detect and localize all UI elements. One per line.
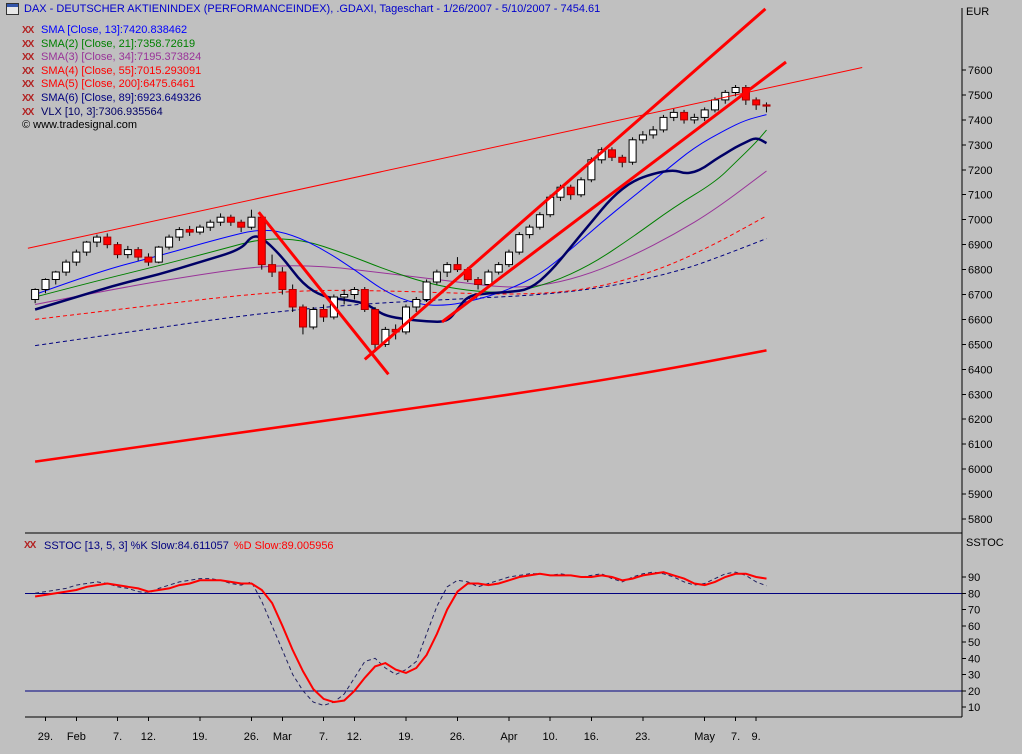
svg-text:7300: 7300 xyxy=(968,140,992,152)
svg-text:5800: 5800 xyxy=(968,514,992,526)
sstoc-axis-unit: SSTOC xyxy=(966,537,1004,549)
stochastic-reference-lines xyxy=(25,592,962,692)
trend-line[interactable] xyxy=(363,7,767,361)
svg-text:40: 40 xyxy=(968,653,980,665)
svg-text:12.: 12. xyxy=(141,731,156,743)
svg-text:7000: 7000 xyxy=(968,215,992,227)
indicator-line[interactable] xyxy=(34,349,767,463)
copyright-text: © www.tradesignal.com xyxy=(22,119,138,132)
indicator-line[interactable] xyxy=(34,137,768,323)
svg-text:60: 60 xyxy=(968,621,980,633)
legend-item-sma21[interactable]: XX SMA(2) [Close, 21]:7358.72619 xyxy=(22,38,201,52)
legend-label: SMA(2) [Close, 21]:7358.72619 xyxy=(41,37,196,50)
svg-text:20: 20 xyxy=(968,686,980,698)
svg-text:6900: 6900 xyxy=(968,240,992,252)
indicator-marker-icon: XX xyxy=(22,92,34,104)
svg-text:7500: 7500 xyxy=(968,90,992,102)
indicator-line[interactable] xyxy=(35,238,767,347)
window-icon-titlebar xyxy=(7,4,18,7)
indicator-marker-icon: XX xyxy=(22,65,34,77)
svg-text:6300: 6300 xyxy=(968,389,992,401)
axes[interactable]: 7600 7500 7400 7300 7200 7100 7000 6900 6800 6700… xyxy=(25,8,992,743)
sstoc-legend-item[interactable]: XX SSTOC [13, 5, 3] %K Slow:84.611057 %D… xyxy=(24,540,334,552)
legend-label: SMA(6) [Close, 89]:6923.649326 xyxy=(41,91,202,104)
svg-text:29.: 29. xyxy=(38,731,53,743)
legend-item-sma34[interactable]: XX SMA(3) [Close, 34]:7195.373824 xyxy=(22,51,201,65)
indicator-marker-icon: XX xyxy=(22,25,34,36)
legend-label: VLX [10, 3]:7306.935564 xyxy=(41,105,163,118)
trend-line[interactable] xyxy=(257,211,390,376)
indicator-marker-icon: XX xyxy=(24,540,36,551)
svg-text:10: 10 xyxy=(968,702,980,714)
chart-title: DAX - DEUTSCHER AKTIENINDEX (PERFORMANCE… xyxy=(24,3,601,15)
svg-text:7600: 7600 xyxy=(968,65,992,77)
legend-label: SMA(4) [Close, 55]:7015.293091 xyxy=(41,64,202,77)
svg-text:7.: 7. xyxy=(319,731,328,743)
svg-text:23.: 23. xyxy=(635,731,650,743)
indicator-marker-icon: XX xyxy=(22,38,34,50)
sstoc-d-label: %D Slow:89.005956 xyxy=(233,540,334,552)
svg-text:90: 90 xyxy=(968,572,980,584)
legend-item-sma55[interactable]: XX SMA(4) [Close, 55]:7015.293091 xyxy=(22,65,201,79)
svg-text:19.: 19. xyxy=(398,731,413,743)
svg-text:Apr: Apr xyxy=(500,731,517,743)
svg-text:Mar: Mar xyxy=(273,731,292,743)
svg-text:6500: 6500 xyxy=(968,339,992,351)
svg-text:6800: 6800 xyxy=(968,265,992,277)
legend-label: SMA(3) [Close, 34]:7195.373824 xyxy=(41,51,202,64)
indicator-marker-icon: XX xyxy=(22,52,34,64)
price-axis-unit: EUR xyxy=(966,6,990,18)
trend-line[interactable] xyxy=(27,67,863,249)
svg-text:7400: 7400 xyxy=(968,115,992,127)
svg-text:26.: 26. xyxy=(244,731,259,743)
legend-item-sma89[interactable]: XX SMA(6) [Close, 89]:6923.649326 xyxy=(22,92,201,106)
indicator-marker-icon: XX xyxy=(22,79,34,91)
legend-item-vlx[interactable]: XX VLX [10, 3]:7306.935564 xyxy=(22,106,201,120)
chart-header: DAX - DEUTSCHER AKTIENINDEX (PERFORMANCE… xyxy=(6,3,600,15)
svg-text:6700: 6700 xyxy=(968,289,992,301)
indicator-marker-icon: XX xyxy=(22,106,34,118)
svg-text:19.: 19. xyxy=(192,731,207,743)
svg-text:16.: 16. xyxy=(584,731,599,743)
svg-text:70: 70 xyxy=(968,605,980,617)
svg-text:5900: 5900 xyxy=(968,489,992,501)
trend-line[interactable] xyxy=(441,60,787,324)
svg-text:26.: 26. xyxy=(450,731,465,743)
svg-text:50: 50 xyxy=(968,637,980,649)
indicator-line[interactable] xyxy=(34,571,767,704)
svg-text:7200: 7200 xyxy=(968,165,992,177)
sstoc-k-label: SSTOC [13, 5, 3] %K Slow:84.611057 xyxy=(44,540,229,552)
svg-text:7100: 7100 xyxy=(968,190,992,202)
svg-text:30: 30 xyxy=(968,670,980,682)
svg-text:6100: 6100 xyxy=(968,439,992,451)
legend-item-sma13[interactable]: XX SMA [Close, 13]:7420.838462 xyxy=(22,24,201,38)
svg-text:80: 80 xyxy=(968,588,980,600)
svg-text:12.: 12. xyxy=(347,731,362,743)
svg-text:7.: 7. xyxy=(731,731,740,743)
svg-text:Feb: Feb xyxy=(67,731,86,743)
svg-text:10.: 10. xyxy=(543,731,558,743)
svg-text:7.: 7. xyxy=(113,731,122,743)
svg-text:6400: 6400 xyxy=(968,364,992,376)
svg-text:6600: 6600 xyxy=(968,314,992,326)
legend-label: SMA [Close, 13]:7420.838462 xyxy=(41,24,188,36)
chart-window-icon[interactable] xyxy=(6,3,19,15)
legend-label: SMA(5) [Close, 200]:6475.6461 xyxy=(41,78,196,91)
copyright-label: © www.tradesignal.com xyxy=(22,119,201,133)
indicator-legend: XX SMA [Close, 13]:7420.838462 XX SMA(2)… xyxy=(22,24,201,133)
svg-text:May: May xyxy=(694,731,715,743)
legend-item-sma200[interactable]: XX SMA(5) [Close, 200]:6475.6461 xyxy=(22,78,201,92)
indicator-line[interactable] xyxy=(34,129,767,298)
indicator-line[interactable] xyxy=(35,571,767,706)
indicator-line[interactable] xyxy=(35,215,767,320)
svg-text:9.: 9. xyxy=(752,731,761,743)
indicator-line[interactable] xyxy=(35,170,767,305)
svg-text:6000: 6000 xyxy=(968,464,992,476)
svg-text:6200: 6200 xyxy=(968,414,992,426)
